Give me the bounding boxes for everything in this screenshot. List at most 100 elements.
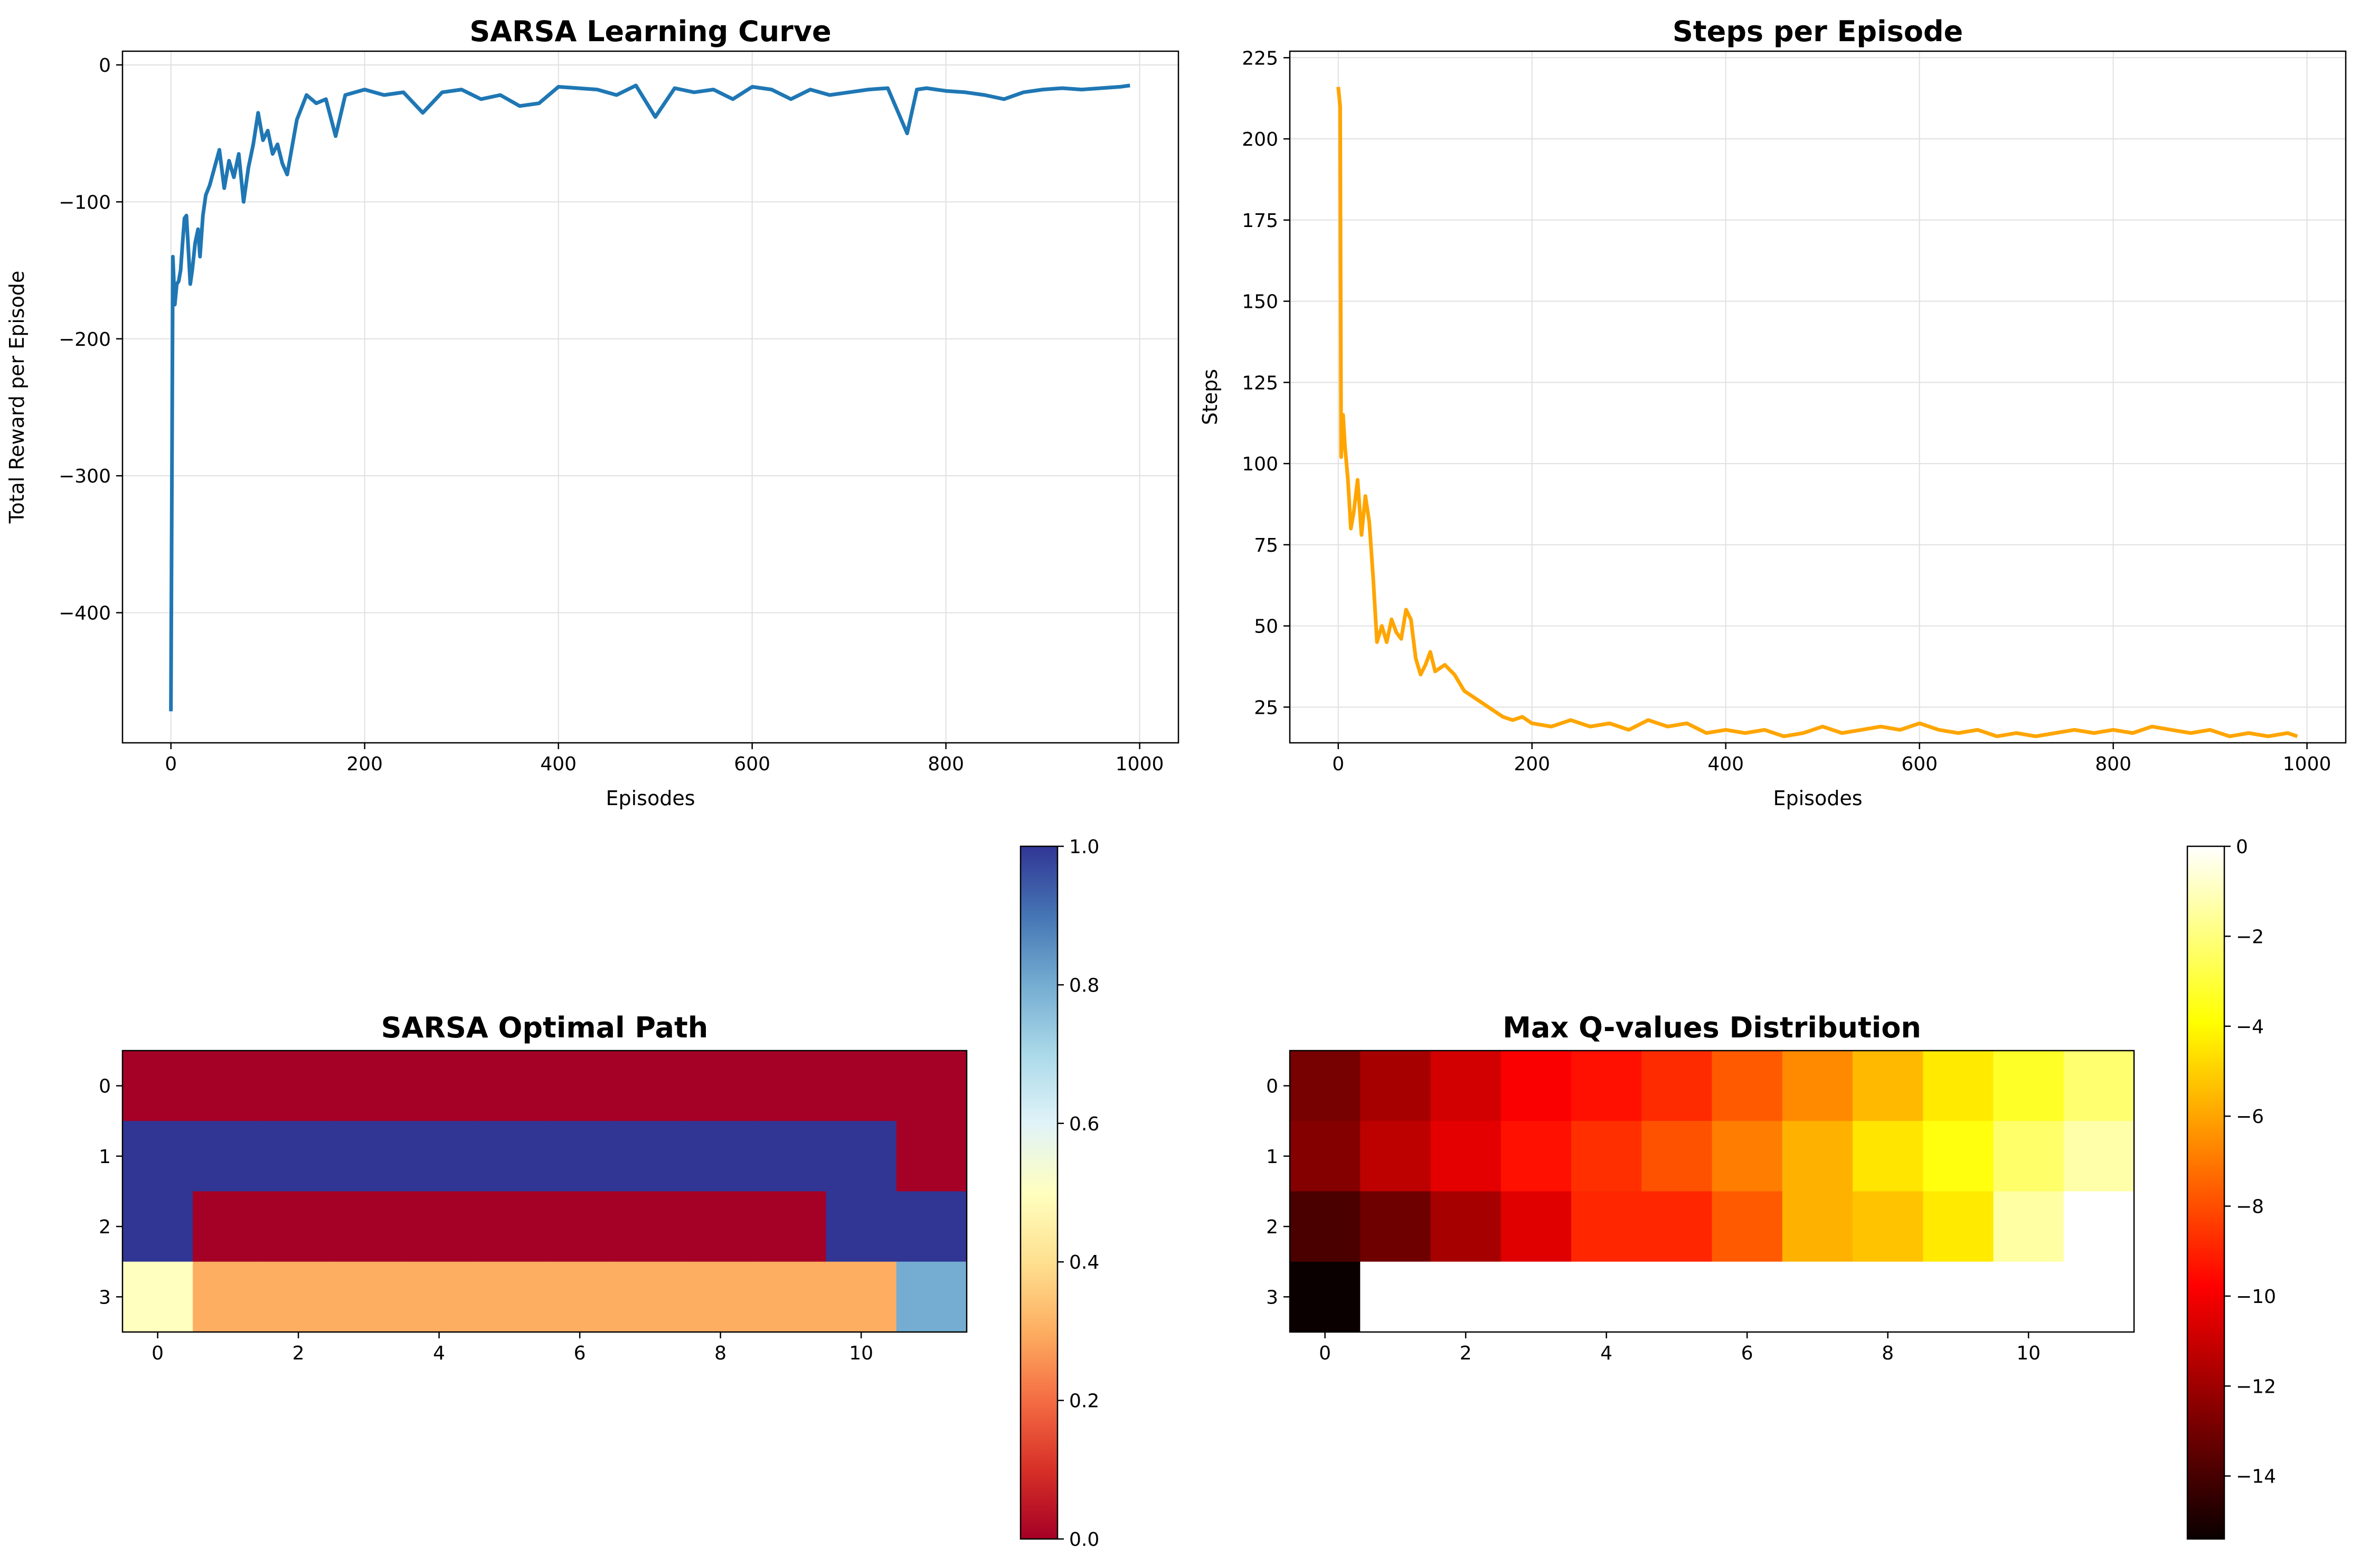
steps-chart: 0 200 400 600 800 1000 25 50 75 100 125 150 175 200 22… bbox=[1198, 15, 2347, 810]
heatmap-cell bbox=[193, 1261, 264, 1333]
heatmap-cell bbox=[404, 1191, 475, 1262]
x-tick-label: 8 bbox=[714, 1343, 726, 1364]
y-tick-label: −100 bbox=[59, 192, 111, 213]
colorbar-gradient bbox=[2187, 846, 2224, 1539]
optimal-path-heatmap: 0 2 4 6 8 10 0 1 2 3 SARSA Optimal Path 0.0 0.2 0.4 0.… bbox=[99, 836, 1099, 1551]
heatmap-cell bbox=[333, 1261, 404, 1333]
colorbar-gradient bbox=[1021, 846, 1058, 1539]
heatmap-cell bbox=[1641, 1261, 1713, 1333]
heatmap-cell bbox=[1360, 1261, 1431, 1333]
colorbar-tick-label: −2 bbox=[2236, 926, 2264, 948]
heatmap-cell bbox=[122, 1191, 193, 1262]
heatmap-cell bbox=[404, 1121, 475, 1192]
y-tick-label: 25 bbox=[1254, 697, 1278, 719]
colorbar-tick-label: −4 bbox=[2236, 1016, 2264, 1038]
x-tick-label: 6 bbox=[574, 1343, 586, 1364]
heatmap-cell bbox=[685, 1191, 756, 1262]
y-tick-label: 150 bbox=[1242, 291, 1278, 313]
colorbar-tick-label: 0.6 bbox=[1069, 1113, 1099, 1135]
heatmap-cell bbox=[263, 1191, 334, 1262]
colorbar-tick-label: −8 bbox=[2236, 1196, 2264, 1218]
colorbar-tick-label: −6 bbox=[2236, 1106, 2264, 1128]
y-tick-label: 50 bbox=[1254, 616, 1278, 638]
x-tick-label: 800 bbox=[928, 753, 964, 775]
heatmap-cell bbox=[756, 1191, 827, 1262]
heatmap-cell bbox=[756, 1121, 827, 1192]
y-tick-label: 3 bbox=[1266, 1287, 1278, 1308]
heatmap-cell bbox=[1500, 1121, 1572, 1192]
heatmap-cell bbox=[615, 1191, 686, 1262]
heatmap-cell bbox=[1641, 1121, 1713, 1192]
q-values-heatmap: 0 2 4 6 8 10 0 1 2 3 Max Q-values Distribution 0 −2 −… bbox=[1266, 836, 2276, 1540]
heatmap-cell bbox=[896, 1051, 967, 1121]
heatmap-cell bbox=[474, 1121, 545, 1192]
heatmap-cell bbox=[404, 1261, 475, 1333]
y-tick-label: 0 bbox=[99, 55, 111, 77]
x-tick-label: 6 bbox=[1741, 1343, 1753, 1364]
heatmap-cell bbox=[1360, 1191, 1431, 1262]
x-tick-label: 10 bbox=[849, 1343, 873, 1364]
colorbar-tick-label: −10 bbox=[2236, 1286, 2276, 1308]
colorbar-tick-label: 0.8 bbox=[1069, 975, 1099, 996]
x-tick-label: 200 bbox=[346, 753, 383, 775]
y-axis-label: Total Reward per Episode bbox=[5, 271, 29, 524]
y-tick-label: −400 bbox=[59, 603, 111, 625]
colorbar-tick-label: 1.0 bbox=[1069, 836, 1099, 858]
y-tick-label: 200 bbox=[1242, 129, 1278, 150]
heatmap-cell bbox=[1712, 1261, 1783, 1333]
heatmap-cell bbox=[193, 1121, 264, 1192]
heatmap-cell bbox=[685, 1121, 756, 1192]
heatmap-cell bbox=[896, 1261, 967, 1333]
heatmap-cell bbox=[1782, 1261, 1853, 1333]
colorbar-frame bbox=[1019, 845, 1059, 1540]
x-tick-label: 0 bbox=[152, 1343, 164, 1364]
y-tick-label: 3 bbox=[99, 1287, 111, 1308]
heatmap-cell bbox=[2063, 1121, 2135, 1192]
colorbar-frame bbox=[2186, 845, 2225, 1540]
series-line bbox=[1336, 87, 2298, 739]
heatmap-cell bbox=[1923, 1121, 1994, 1192]
colorbar-tick-label: 0 bbox=[2236, 836, 2248, 858]
heatmap-cell bbox=[826, 1261, 897, 1333]
chart-title: SARSA Optimal Path bbox=[381, 1011, 708, 1044]
heatmap-cell bbox=[1571, 1191, 1642, 1262]
x-tick-label: 2 bbox=[292, 1343, 305, 1364]
heatmap-cell bbox=[193, 1051, 264, 1121]
x-tick-label: 0 bbox=[1319, 1343, 1331, 1364]
heatmap-cell bbox=[263, 1051, 334, 1121]
heatmap-cell bbox=[122, 1121, 193, 1192]
y-tick-label: 2 bbox=[99, 1216, 111, 1238]
colorbar-tick-label: 0.0 bbox=[1069, 1529, 1099, 1551]
y-tick-label: 125 bbox=[1242, 372, 1278, 394]
x-tick-label: 200 bbox=[1514, 753, 1550, 775]
heatmap-cell bbox=[1712, 1191, 1783, 1262]
y-axis-label: Steps bbox=[1198, 369, 1222, 425]
y-tick-label: −200 bbox=[59, 329, 111, 351]
colorbar-tick-label: −14 bbox=[2236, 1466, 2276, 1488]
heatmap-cell bbox=[685, 1261, 756, 1333]
heatmap-cell bbox=[1993, 1191, 2064, 1262]
heatmap-cell bbox=[544, 1051, 616, 1121]
heatmap-cell bbox=[263, 1121, 334, 1192]
x-tick-label: 400 bbox=[1707, 753, 1744, 775]
heatmap-cell bbox=[826, 1051, 897, 1121]
heatmap-cell bbox=[1290, 1121, 1361, 1192]
heatmap-cell bbox=[1571, 1121, 1642, 1192]
heatmap-cell bbox=[122, 1051, 193, 1121]
heatmap-cell bbox=[193, 1191, 264, 1262]
heatmap-cell bbox=[263, 1261, 334, 1333]
heatmap-cell bbox=[1571, 1051, 1642, 1121]
heatmap-cell bbox=[544, 1191, 616, 1262]
heatmap-cell bbox=[1712, 1121, 1783, 1192]
heatmap-cell bbox=[1290, 1051, 1361, 1121]
x-tick-label: 600 bbox=[734, 753, 770, 775]
plot-frame bbox=[121, 50, 1179, 744]
heatmap-cell bbox=[896, 1191, 967, 1262]
x-tick-label: 4 bbox=[433, 1343, 445, 1364]
y-tick-label: 75 bbox=[1254, 535, 1278, 556]
heatmap-cell bbox=[544, 1261, 616, 1333]
heatmap-cell bbox=[404, 1051, 475, 1121]
heatmap-cell bbox=[333, 1051, 404, 1121]
x-tick-label: 8 bbox=[1882, 1343, 1894, 1364]
heatmap-cell bbox=[1360, 1051, 1431, 1121]
